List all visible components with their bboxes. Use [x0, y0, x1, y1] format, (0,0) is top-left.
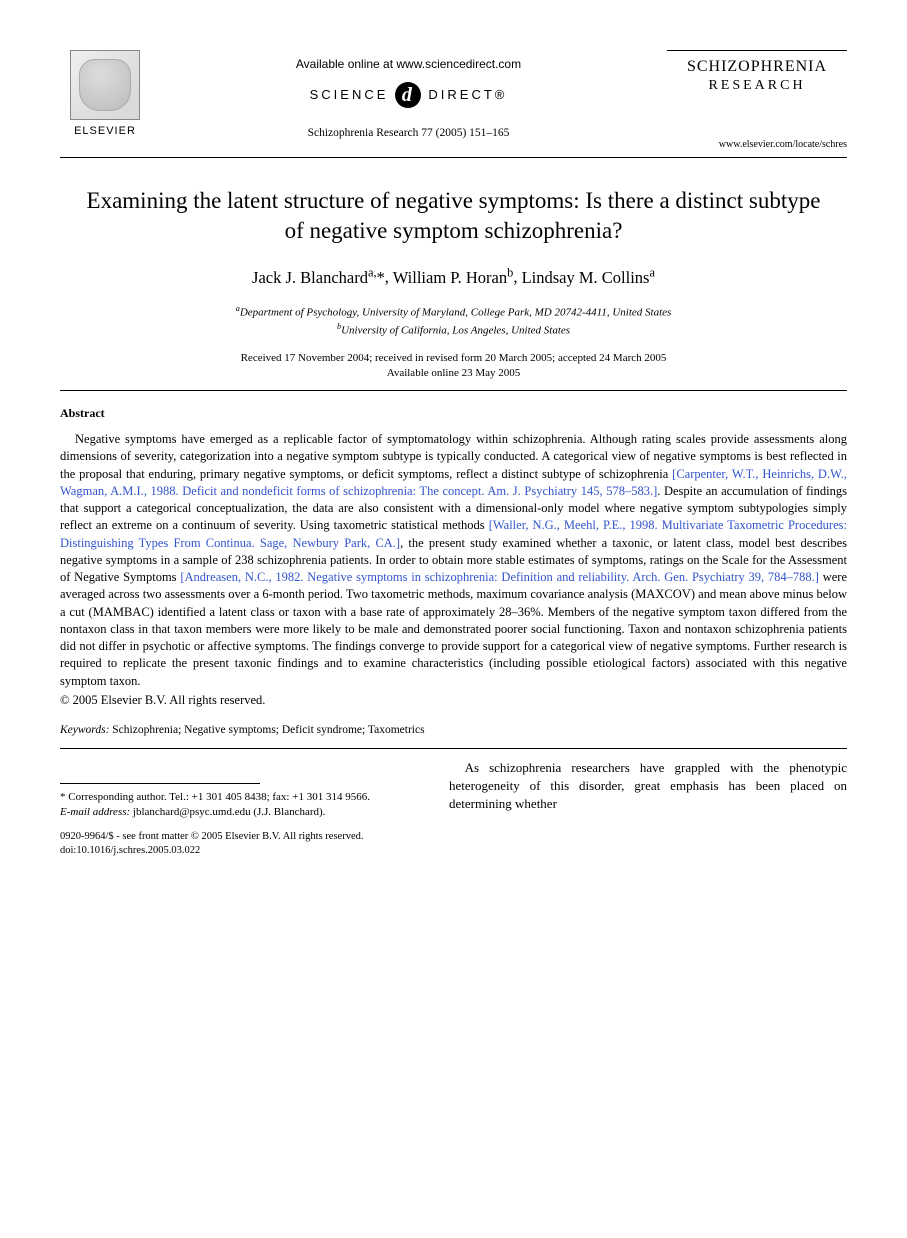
elsevier-logo-icon [70, 50, 140, 120]
affiliation-a: aDepartment of Psychology, University of… [60, 303, 847, 321]
body-columns: * Corresponding author. Tel.: +1 301 405… [60, 755, 847, 858]
email-line: E-mail address: jblanchard@psyc.umd.edu … [60, 805, 413, 820]
author-1: Jack J. Blancharda,* [252, 268, 385, 287]
author-3: Lindsay M. Collinsa [522, 268, 655, 287]
journal-url[interactable]: www.elsevier.com/locate/schres [667, 138, 847, 152]
keywords-label: Keywords: [60, 724, 109, 736]
abstract-ref-3[interactable]: [Andreasen, N.C., 1982. Negative symptom… [180, 570, 819, 584]
journal-block: SCHIZOPHRENIA RESEARCH www.elsevier.com/… [667, 50, 847, 151]
abstract-text-4: were averaged across two assessments ove… [60, 570, 847, 688]
science-direct-logo: SCIENCE d DIRECT® [310, 82, 508, 108]
doi-block: 0920-9964/$ - see front matter © 2005 El… [60, 830, 413, 858]
divider-thick [60, 748, 847, 749]
author-2: William P. Horanb [393, 268, 514, 287]
keywords-text: Schizophrenia; Negative symptoms; Defici… [109, 724, 424, 736]
direct-text: DIRECT® [428, 86, 507, 104]
body-intro-column: As schizophrenia researchers have grappl… [449, 755, 847, 858]
journal-title: SCHIZOPHRENIA [667, 57, 847, 77]
available-online-text: Available online at www.sciencedirect.co… [150, 56, 667, 72]
publisher-block: ELSEVIER [60, 50, 150, 139]
header-center: Available online at www.sciencedirect.co… [150, 50, 667, 142]
dates-online: Available online 23 May 2005 [60, 366, 847, 381]
abstract-body: Negative symptoms have emerged as a repl… [60, 431, 847, 690]
abstract-heading: Abstract [60, 405, 847, 421]
journal-subtitle: RESEARCH [667, 77, 847, 96]
sd-d-icon: d [395, 82, 421, 108]
corresponding-author: * Corresponding author. Tel.: +1 301 405… [60, 790, 413, 805]
divider [60, 390, 847, 391]
copyright-line: © 2005 Elsevier B.V. All rights reserved… [60, 692, 847, 709]
body-intro-text: As schizophrenia researchers have grappl… [449, 760, 847, 811]
footnote-rule [60, 783, 260, 784]
article-title: Examining the latent structure of negati… [80, 186, 827, 246]
footnote-column: * Corresponding author. Tel.: +1 301 405… [60, 755, 413, 858]
affiliation-b: bUniversity of California, Los Angeles, … [60, 321, 847, 339]
citation-line: Schizophrenia Research 77 (2005) 151–165 [150, 126, 667, 142]
affiliation-a-text: Department of Psychology, University of … [240, 307, 671, 319]
doi-line: doi:10.1016/j.schres.2005.03.022 [60, 844, 413, 858]
email-address[interactable]: jblanchard@psyc.umd.edu (J.J. Blanchard)… [130, 806, 325, 818]
page-header: ELSEVIER Available online at www.science… [60, 50, 847, 151]
affiliation-b-text: University of California, Los Angeles, U… [341, 325, 570, 337]
divider [60, 157, 847, 158]
article-dates: Received 17 November 2004; received in r… [60, 351, 847, 382]
affiliations: aDepartment of Psychology, University of… [60, 303, 847, 339]
issn-line: 0920-9964/$ - see front matter © 2005 El… [60, 830, 413, 844]
keywords-line: Keywords: Schizophrenia; Negative sympto… [60, 723, 847, 739]
email-label: E-mail address: [60, 806, 130, 818]
publisher-name: ELSEVIER [74, 124, 136, 139]
dates-received: Received 17 November 2004; received in r… [60, 351, 847, 366]
journal-rule [667, 50, 847, 51]
author-list: Jack J. Blancharda,*, William P. Horanb,… [60, 264, 847, 289]
science-text: SCIENCE [310, 86, 389, 104]
